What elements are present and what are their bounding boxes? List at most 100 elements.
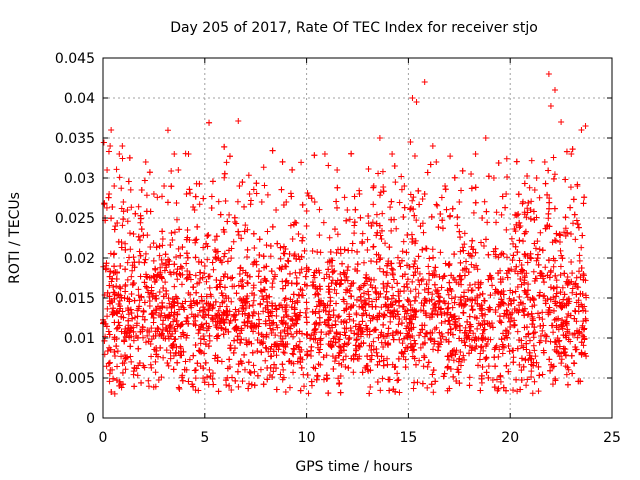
data-point xyxy=(311,152,318,159)
data-point xyxy=(330,312,337,319)
data-point xyxy=(553,348,560,355)
data-point xyxy=(351,193,358,200)
data-point xyxy=(503,226,510,233)
data-point xyxy=(449,352,456,359)
data-point xyxy=(479,364,486,371)
data-point xyxy=(250,328,257,335)
data-point xyxy=(134,320,141,327)
data-point xyxy=(131,314,138,321)
data-point xyxy=(389,284,396,291)
data-point xyxy=(364,236,371,243)
data-point xyxy=(146,169,153,176)
data-point xyxy=(477,350,484,357)
data-point xyxy=(531,347,538,354)
data-point xyxy=(485,363,492,370)
data-point xyxy=(364,353,371,360)
data-point xyxy=(111,336,118,343)
data-point xyxy=(542,338,549,345)
data-point xyxy=(102,266,109,273)
data-point xyxy=(299,234,306,241)
data-point xyxy=(141,259,148,266)
data-point xyxy=(139,313,146,320)
data-point xyxy=(473,343,480,350)
data-point xyxy=(229,274,236,281)
data-point xyxy=(565,366,572,373)
data-point xyxy=(120,199,127,205)
data-point xyxy=(562,176,569,183)
data-point xyxy=(475,362,482,369)
data-point xyxy=(177,272,184,279)
data-point xyxy=(139,324,146,331)
data-point xyxy=(412,286,419,293)
data-point xyxy=(288,193,295,200)
data-point xyxy=(284,257,291,264)
data-point xyxy=(396,297,403,304)
data-point xyxy=(409,197,416,204)
data-point xyxy=(206,119,213,126)
data-point xyxy=(202,359,209,366)
data-point xyxy=(550,329,557,336)
data-point xyxy=(495,160,502,167)
data-point xyxy=(140,232,147,239)
data-point xyxy=(124,259,131,266)
data-point xyxy=(110,251,117,258)
data-point xyxy=(302,273,309,280)
data-point xyxy=(564,381,571,388)
data-point xyxy=(511,322,518,329)
data-point xyxy=(196,307,203,314)
data-point xyxy=(162,335,169,342)
data-point xyxy=(131,297,138,304)
data-point xyxy=(354,267,361,274)
data-point xyxy=(168,230,175,237)
data-point xyxy=(137,273,144,280)
data-point xyxy=(236,270,243,277)
data-point xyxy=(482,342,489,349)
data-point xyxy=(555,326,562,333)
data-point xyxy=(344,207,351,213)
data-point xyxy=(116,151,123,157)
data-point xyxy=(495,270,502,277)
data-point xyxy=(159,228,166,235)
data-point xyxy=(217,303,224,310)
data-point xyxy=(395,293,402,300)
data-point xyxy=(446,356,453,363)
data-point xyxy=(454,214,461,221)
plot-frame xyxy=(102,57,613,419)
data-point xyxy=(127,306,134,313)
data-point xyxy=(128,309,135,316)
data-point xyxy=(220,309,227,316)
data-point xyxy=(242,222,249,229)
data-point xyxy=(104,348,111,355)
data-point xyxy=(415,276,422,283)
data-point xyxy=(195,347,202,354)
data-point xyxy=(323,372,330,379)
data-point xyxy=(106,359,113,366)
data-point xyxy=(457,349,464,356)
data-point xyxy=(393,225,400,232)
data-point xyxy=(160,354,167,361)
data-point xyxy=(562,225,569,232)
data-point xyxy=(373,289,380,296)
data-point xyxy=(400,238,407,245)
data-point xyxy=(154,194,161,201)
data-point xyxy=(469,344,476,351)
data-point xyxy=(364,247,371,254)
data-point xyxy=(399,340,406,347)
data-point xyxy=(461,339,468,346)
data-point xyxy=(482,135,489,141)
data-point xyxy=(541,292,548,299)
data-point xyxy=(162,260,169,267)
data-point xyxy=(107,366,114,373)
data-point xyxy=(100,139,107,146)
data-point xyxy=(551,316,558,323)
data-point xyxy=(485,276,492,283)
data-point xyxy=(235,361,242,368)
data-point xyxy=(333,329,340,336)
data-point xyxy=(170,341,177,348)
data-point xyxy=(478,335,485,342)
data-point xyxy=(469,237,476,244)
data-point xyxy=(288,304,295,311)
data-point xyxy=(365,288,372,295)
data-point xyxy=(105,360,112,367)
grid-layer xyxy=(103,58,612,418)
